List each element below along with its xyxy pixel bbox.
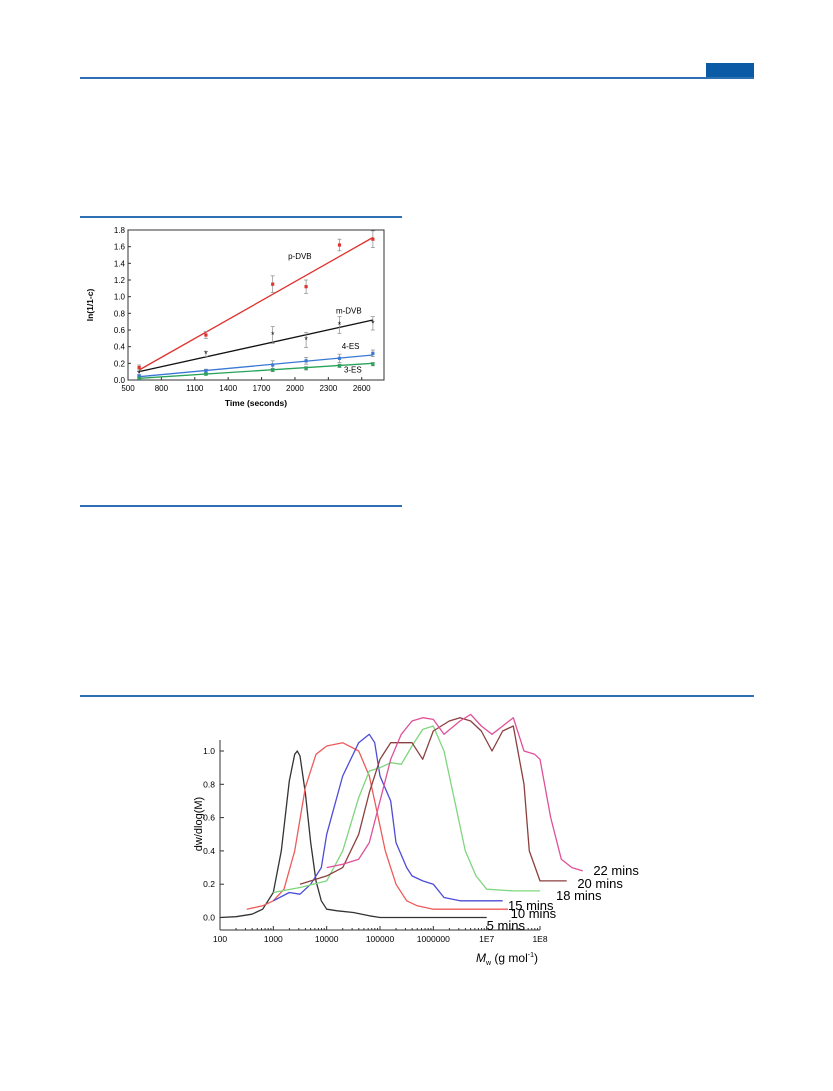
x-label-close: ) bbox=[534, 951, 538, 965]
data-point-3-ES bbox=[204, 372, 208, 376]
data-point-4-ES bbox=[337, 356, 342, 360]
data-point-4-ES bbox=[371, 351, 375, 355]
curve-10-mins bbox=[246, 742, 508, 910]
x-axis-label: Time (seconds) bbox=[225, 398, 287, 408]
data-point-p-DVB bbox=[271, 282, 275, 286]
series-label: 3-ES bbox=[344, 366, 362, 375]
fit-line-3-ES bbox=[139, 362, 373, 379]
x-label-sup: -1 bbox=[528, 952, 534, 959]
x-tick-label: 100000 bbox=[366, 934, 395, 944]
kinetics-chart: 0.0 0.2 0.4 0.6 0.8 1.0 1.2 1.4 1.6 1.8 500 800 110… bbox=[85, 226, 385, 408]
figure1-top-rule bbox=[80, 216, 402, 218]
y-tick-label: 0.6 bbox=[203, 813, 215, 823]
y-tick-label: 1.6 bbox=[114, 243, 126, 252]
data-point-p-DVB bbox=[204, 333, 208, 337]
curve-5-mins bbox=[219, 750, 487, 919]
data-point-3-ES bbox=[271, 368, 275, 372]
y-tick-label: 0.8 bbox=[203, 779, 215, 789]
curve-22-mins bbox=[326, 713, 583, 872]
y-tick-label: 0.4 bbox=[114, 343, 126, 352]
series-label: 22 mins bbox=[593, 863, 639, 878]
x-tick-label: 10000 bbox=[315, 934, 339, 944]
data-point-m-DVB: * bbox=[204, 349, 208, 359]
data-point-4-ES bbox=[204, 369, 208, 373]
series-label: 20 mins bbox=[577, 876, 623, 891]
data-point-4-ES bbox=[271, 363, 275, 367]
x-tick-label: 1E8 bbox=[532, 934, 547, 944]
x-tick-label: 1700 bbox=[253, 384, 271, 393]
series-label: p-DVB bbox=[288, 252, 312, 261]
x-tick-label: 1000 bbox=[264, 934, 283, 944]
x-tick-label: 1100 bbox=[186, 384, 204, 393]
header-rule bbox=[80, 77, 754, 79]
figure2-top-rule bbox=[80, 695, 754, 697]
x-label-sub: w bbox=[485, 960, 492, 967]
y-tick-label: 0.2 bbox=[114, 359, 126, 368]
y-tick-label: 0.8 bbox=[114, 309, 126, 318]
data-point-4-ES bbox=[137, 374, 141, 378]
series-label: m-DVB bbox=[336, 306, 362, 315]
x-tick-label: 1400 bbox=[219, 384, 237, 393]
x-label-m: M bbox=[476, 951, 486, 965]
series-label: 4-ES bbox=[342, 342, 360, 351]
data-point-m-DVB: * bbox=[338, 320, 342, 330]
y-tick-label: 1.8 bbox=[114, 226, 126, 235]
x-tick-label: 2300 bbox=[319, 384, 337, 393]
x-label-rest: (g mol bbox=[491, 951, 528, 965]
x-tick-label: 2000 bbox=[286, 384, 304, 393]
y-tick-label: 0.0 bbox=[203, 913, 215, 923]
series-label: 15 mins bbox=[508, 898, 554, 913]
x-tick-label: 500 bbox=[121, 384, 135, 393]
curve-15-mins bbox=[273, 733, 503, 902]
y-axis-label: dw/dlog(M) bbox=[193, 797, 205, 851]
plot-frame bbox=[127, 229, 385, 381]
data-point-p-DVB bbox=[137, 365, 141, 370]
data-point-3-ES bbox=[137, 376, 141, 380]
series-label: 5 mins bbox=[487, 918, 526, 933]
x-tick-label: 1000000 bbox=[417, 934, 450, 944]
y-tick-label: 0.4 bbox=[203, 846, 215, 856]
y-tick-label: 0.6 bbox=[114, 326, 126, 335]
y-tick-label: 1.0 bbox=[114, 293, 126, 302]
curve-20-mins bbox=[299, 717, 567, 885]
data-point-m-DVB: * bbox=[304, 335, 308, 345]
y-tick-label: 1.2 bbox=[114, 276, 126, 285]
figure1-bottom-rule bbox=[80, 505, 402, 507]
fit-line-p-DVB bbox=[138, 236, 374, 371]
x-tick-label: 100 bbox=[213, 934, 227, 944]
y-tick-label: 1.0 bbox=[203, 746, 215, 756]
data-point-p-DVB bbox=[304, 285, 308, 289]
curve-18-mins bbox=[273, 725, 540, 894]
header-tab bbox=[706, 63, 754, 77]
y-tick-label: 0.2 bbox=[203, 879, 215, 889]
data-point-p-DVB bbox=[337, 243, 342, 247]
x-axis-label: Mw (g mol-1) bbox=[476, 951, 538, 967]
data-point-3-ES bbox=[304, 366, 308, 370]
data-point-3-ES bbox=[337, 364, 342, 368]
data-point-m-DVB: * bbox=[137, 368, 141, 378]
fit-line-4-ES bbox=[139, 354, 373, 378]
series-label: 10 mins bbox=[511, 906, 557, 921]
data-point-m-DVB: * bbox=[371, 318, 375, 328]
fit-line-m-DVB bbox=[138, 319, 374, 373]
x-tick-label: 2600 bbox=[353, 384, 371, 393]
data-point-m-DVB: * bbox=[271, 330, 275, 340]
data-point-p-DVB bbox=[371, 237, 375, 241]
y-tick-label: 1.4 bbox=[114, 259, 126, 268]
x-tick-label: 800 bbox=[155, 384, 169, 393]
data-point-4-ES bbox=[304, 359, 308, 363]
mw-distribution-chart: 0.0 0.2 0.4 0.6 0.8 1.0 100 1000 10000 100000 100… bbox=[193, 713, 639, 967]
y-tick-label: 0.0 bbox=[114, 376, 126, 385]
data-point-3-ES bbox=[371, 362, 375, 366]
series-label: 18 mins bbox=[556, 888, 602, 903]
y-axis-label: ln(1/1-c) bbox=[85, 289, 95, 322]
x-tick-label: 1E7 bbox=[479, 934, 494, 944]
